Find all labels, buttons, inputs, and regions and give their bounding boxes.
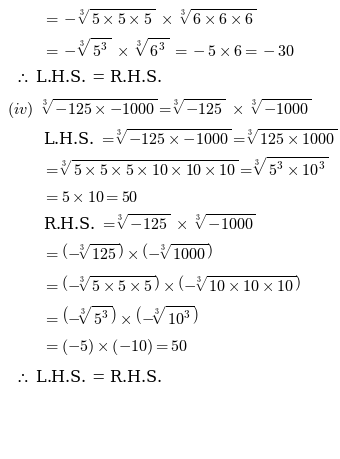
Text: $= \left(-\sqrt[3]{125}\right) \times \left(-\sqrt[3]{1000}\right)$: $= \left(-\sqrt[3]{125}\right) \times \l… bbox=[44, 244, 213, 264]
Text: $(iv)$  $\sqrt[3]{-125\times{-1000}} = \sqrt[3]{-125}\ \times\ \sqrt[3]{-1000}$: $(iv)$ $\sqrt[3]{-125\times{-1000}} = \s… bbox=[7, 97, 311, 121]
Text: $\therefore$ L.H.S. = R.H.S.: $\therefore$ L.H.S. = R.H.S. bbox=[15, 69, 162, 86]
Text: $= \left(-\sqrt[3]{5^3}\right) \times \left(-\sqrt[3]{10^3}\right)$: $= \left(-\sqrt[3]{5^3}\right) \times \l… bbox=[44, 306, 199, 329]
Text: $= -\sqrt[3]{5^3}\ \times\ \sqrt[3]{6^3}\ = -5\times6 = -30$: $= -\sqrt[3]{5^3}\ \times\ \sqrt[3]{6^3}… bbox=[44, 38, 295, 61]
Text: R.H.S. $= \sqrt[3]{-125}\ \times\ \sqrt[3]{-1000}$: R.H.S. $= \sqrt[3]{-125}\ \times\ \sqrt[… bbox=[44, 215, 256, 235]
Text: L.H.S. $= \sqrt[3]{-125\times{-1000}} = \sqrt[3]{125\times1000}$: L.H.S. $= \sqrt[3]{-125\times{-1000}} = … bbox=[44, 129, 338, 150]
Text: $= \left(-\sqrt[3]{5\times5\times5}\right) \times \left(-\sqrt[3]{10\times10\tim: $= \left(-\sqrt[3]{5\times5\times5}\righ… bbox=[44, 276, 301, 296]
Text: $= -\sqrt[3]{5\times5\times5}\ \times\ \sqrt[3]{6\times6\times6}$: $= -\sqrt[3]{5\times5\times5}\ \times\ \… bbox=[44, 10, 257, 30]
Text: $= (-5) \times (-10) = 50$: $= (-5) \times (-10) = 50$ bbox=[44, 337, 188, 358]
Text: $= \sqrt[3]{5\times5\times5\times10\times10\times10} = \sqrt[3]{5^3\times10^3}$: $= \sqrt[3]{5\times5\times5\times10\time… bbox=[44, 158, 329, 181]
Text: $= 5\times10 = 50$: $= 5\times10 = 50$ bbox=[44, 189, 139, 206]
Text: $\therefore$ L.H.S. = R.H.S.: $\therefore$ L.H.S. = R.H.S. bbox=[15, 369, 162, 386]
